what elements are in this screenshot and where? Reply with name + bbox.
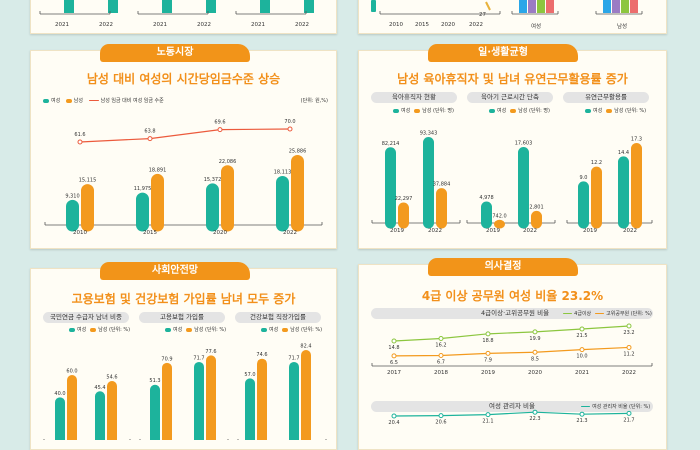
group-label-men: 남성 <box>617 24 628 30</box>
legend-men: 남성 (단위: %) <box>194 327 227 333</box>
subchart-header: 육아기 근로시간 단축 <box>467 92 553 103</box>
subchart-header: 건강보험 직장가입률 <box>235 312 321 323</box>
legend: 여성 남성 (단위: %) <box>581 107 646 114</box>
year-label: 2022 <box>99 22 113 28</box>
panel-title: 4급 이상 공무원 여성 비율 23.2% <box>421 289 604 303</box>
legend: 여성 남성 (단위: %) <box>257 326 322 333</box>
legend-women: 여성 <box>173 327 183 333</box>
year-label: 2021 <box>55 22 69 28</box>
subchart-header: 육아휴직자 현황 <box>371 92 457 103</box>
panel-title: 남성 대비 여성의 시간당임금수준 상승 <box>86 72 281 86</box>
subchart-header: 여성 관리자 비율 여성 관리자 비율 (단위: %) <box>371 401 653 412</box>
year-label: 2021 <box>251 22 265 28</box>
subchart-header: 고용보험 가입률 <box>139 312 225 323</box>
year-label: 2020 <box>441 22 455 28</box>
tab-social-safety-net: 사회안전망 <box>100 262 250 280</box>
year-label: 2022 <box>469 22 483 28</box>
top-left-partial-card: 2021 2022 2021 2022 2021 2022 <box>30 0 337 34</box>
legend-women: 여성 <box>401 108 411 114</box>
year-label: 2010 <box>389 22 403 28</box>
legend-women: 여성 <box>77 327 87 333</box>
legend-grade4: 4급이상 <box>574 311 592 317</box>
year-label: 2021 <box>153 22 167 28</box>
legend-women: 여성 <box>497 108 507 114</box>
legend-men: 남성 (단위: %) <box>98 327 131 333</box>
legend: 여성 남성 (단위: %) <box>161 326 226 333</box>
legend-line: 남성 임금 대비 여성 임금 수준 <box>100 98 164 104</box>
legend-men: 남성 (단위: %) <box>290 327 323 333</box>
panel-title: 고용보험 및 건강보험 가입률 남녀 모두 증가 <box>71 292 296 306</box>
value-label: 27 <box>479 12 486 18</box>
legend-men: 남성 (단위: 명) <box>422 108 454 114</box>
legend: 여성 남성 남성 임금 대비 여성 임금 수준 <box>43 97 164 104</box>
decision-making-card: 4급 이상 공무원 여성 비율 23.2% 4급이상·고위공무원 비율 4급이상… <box>358 264 667 450</box>
legend-manager: 여성 관리자 비율 (단위: %) <box>592 404 651 410</box>
work-life-balance-card: 남성 육아휴직자 및 남녀 유연근무활용률 증가 육아휴직자 현황 육아기 근로… <box>358 50 667 249</box>
legend-women: 여성 <box>51 98 61 104</box>
legend-men: 남성 (단위: 명) <box>518 108 550 114</box>
tab-decision-making: 의사결정 <box>428 258 578 276</box>
subchart-header: 4급이상·고위공무원 비율 4급이상 고위공무원 (단위: %) <box>371 308 653 319</box>
legend-women: 여성 <box>269 327 279 333</box>
group-label-women: 여성 <box>531 24 542 30</box>
year-label: 2022 <box>295 22 309 28</box>
legend-men: 남성 (단위: %) <box>614 108 647 114</box>
tab-work-life-balance: 일·생활균형 <box>428 44 578 62</box>
subchart-header: 국민연금 수급자 남녀 비중 <box>43 312 129 323</box>
legend: 여성 남성 (단위: 명) <box>389 107 454 114</box>
top-right-partial-card: 2010 2015 2020 2022 27 여성 남성 <box>358 0 667 34</box>
tab-labor-market: 노동시장 <box>100 44 250 62</box>
legend: 여성 남성 (단위: 명) <box>485 107 550 114</box>
header-text: 여성 관리자 비율 <box>489 402 535 410</box>
legend-women: 여성 <box>593 108 603 114</box>
subchart-header: 유연근무활용률 <box>563 92 649 103</box>
year-label: 2022 <box>197 22 211 28</box>
legend-men: 남성 <box>73 98 83 104</box>
year-label: 2015 <box>415 22 429 28</box>
legend: 여성 남성 (단위: %) <box>65 326 130 333</box>
panel-title: 남성 육아휴직자 및 남녀 유연근무활용률 증가 <box>397 72 628 86</box>
header-text: 4급이상·고위공무원 비율 <box>481 309 550 317</box>
labor-market-card: 남성 대비 여성의 시간당임금수준 상승 여성 남성 남성 임금 대비 여성 임… <box>30 50 337 249</box>
unit-label: (단위: 원,%) <box>300 98 328 104</box>
social-safety-net-card: 고용보험 및 건강보험 가입률 남녀 모두 증가 국민연금 수급자 남녀 비중 … <box>30 268 337 450</box>
legend-senior: 고위공무원 (단위: %) <box>606 311 652 317</box>
